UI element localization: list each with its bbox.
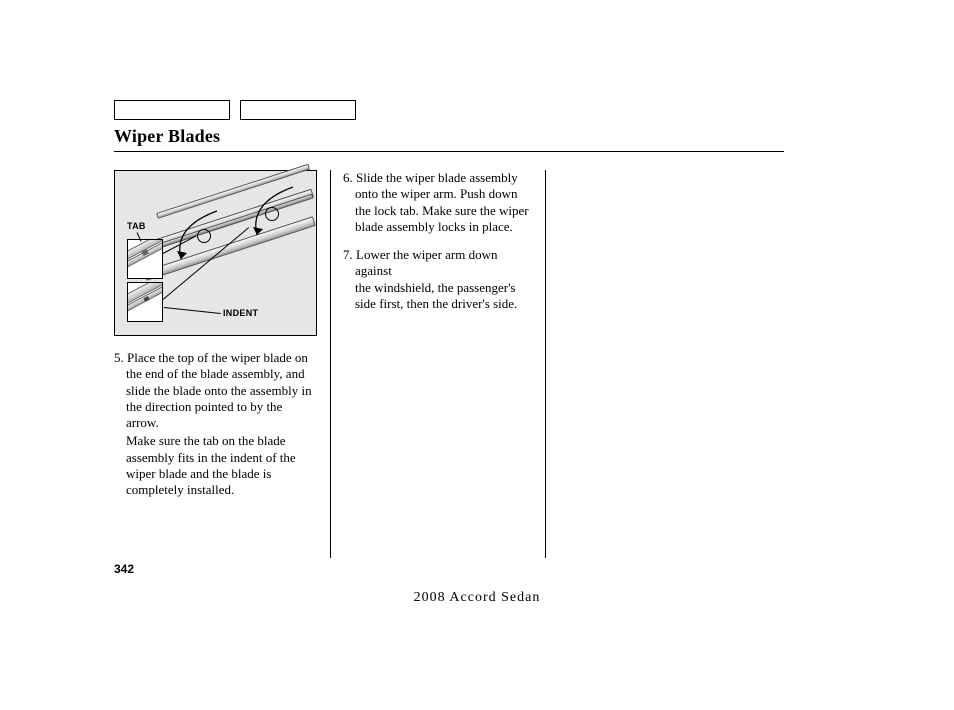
step-text: onto the wiper arm. Push down the lock t… bbox=[355, 186, 533, 235]
section-title: Wiper Blades bbox=[114, 126, 784, 152]
step-text: the windshield, the passenger's side fir… bbox=[355, 280, 533, 313]
step-text: Place the top of the wiper blade on bbox=[127, 350, 308, 365]
step-text: Slide the wiper blade assembly bbox=[356, 170, 518, 185]
callout-circle bbox=[265, 207, 279, 221]
leader-line bbox=[164, 307, 221, 314]
step-text: Lower the wiper arm down against bbox=[355, 247, 498, 278]
inset-tab bbox=[127, 239, 163, 279]
label-tab: TAB bbox=[127, 221, 146, 232]
step-text: the end of the blade assembly, and slide… bbox=[126, 366, 312, 430]
main-menu-box[interactable] bbox=[114, 100, 230, 120]
footer-model: 2008 Accord Sedan bbox=[0, 590, 954, 606]
manual-page: Wiper Blades bbox=[114, 100, 784, 558]
column-right bbox=[546, 170, 762, 558]
toc-box[interactable] bbox=[240, 100, 356, 120]
step-number: 6. bbox=[343, 170, 353, 185]
column-middle: 6. Slide the wiper blade assembly onto t… bbox=[330, 170, 546, 558]
wiper-diagram: TAB INDENT bbox=[114, 170, 317, 336]
step-number: 5. bbox=[114, 350, 124, 365]
page-number: 342 bbox=[114, 562, 134, 576]
nav-box-row bbox=[114, 100, 784, 120]
callout-circle bbox=[197, 229, 211, 243]
steps-col2: 6. Slide the wiper blade assembly onto t… bbox=[343, 170, 533, 312]
step-7: 7. Lower the wiper arm down against the … bbox=[343, 247, 533, 312]
step-number: 7. bbox=[343, 247, 353, 262]
content-columns: TAB INDENT 5. Place the top of the wiper… bbox=[114, 170, 784, 558]
step-5: 5. Place the top of the wiper blade on t… bbox=[114, 350, 318, 498]
label-indent: INDENT bbox=[223, 308, 258, 319]
step-6: 6. Slide the wiper blade assembly onto t… bbox=[343, 170, 533, 235]
inset-indent bbox=[127, 282, 163, 322]
step-text: Make sure the tab on the blade assembly … bbox=[126, 433, 318, 498]
steps-col1: 5. Place the top of the wiper blade on t… bbox=[114, 350, 318, 498]
column-left: TAB INDENT 5. Place the top of the wiper… bbox=[114, 170, 330, 558]
